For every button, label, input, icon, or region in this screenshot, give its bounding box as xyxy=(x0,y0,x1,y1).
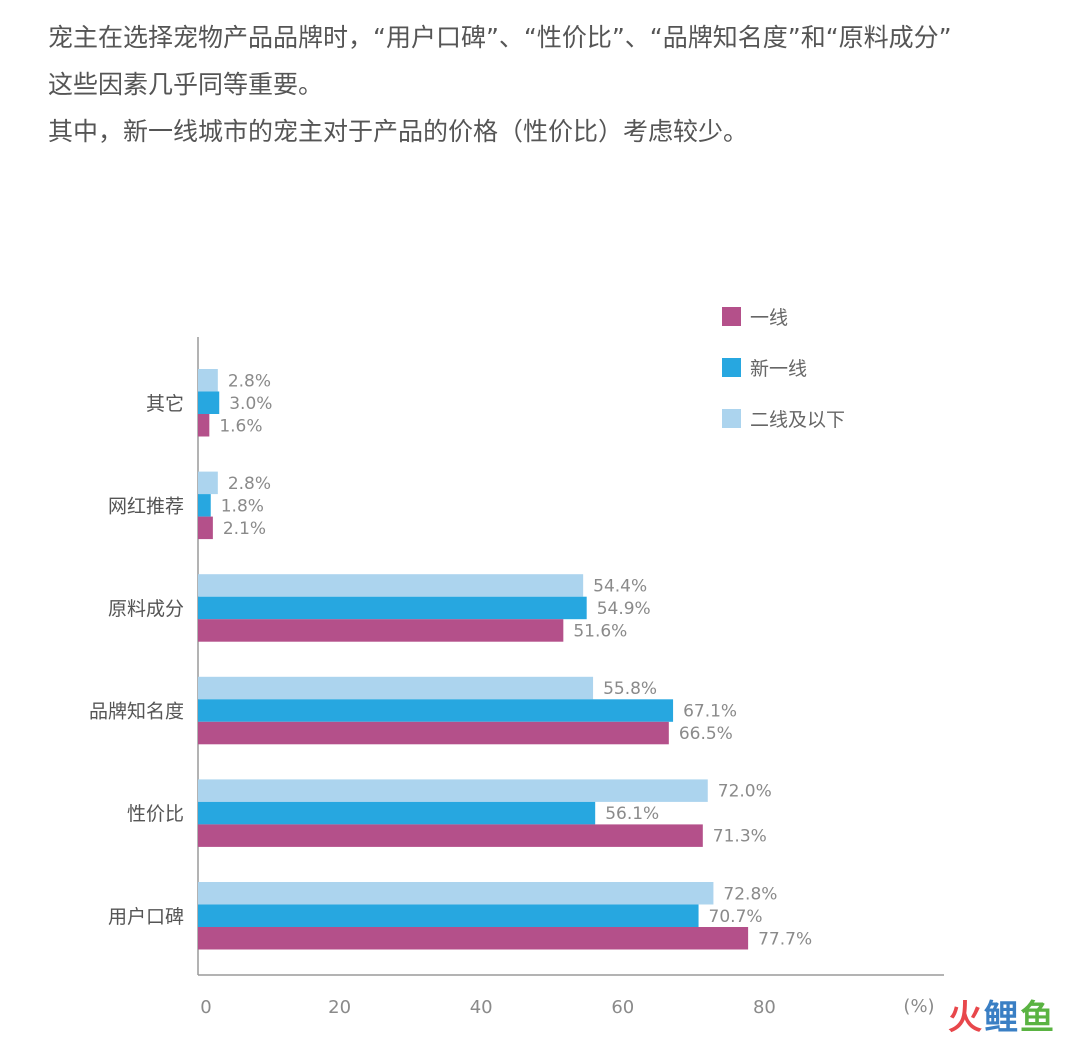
legend-swatch xyxy=(722,307,741,326)
bar xyxy=(198,574,584,597)
x-tick-label: 60 xyxy=(611,997,634,1018)
bar xyxy=(198,494,211,517)
category-label: 性价比 xyxy=(127,803,184,825)
data-label: 56.1% xyxy=(605,804,659,824)
bar xyxy=(198,596,587,620)
bar xyxy=(198,369,218,392)
data-label: 77.7% xyxy=(758,929,812,949)
intro-line-2: 这些因素几乎同等重要。 xyxy=(48,70,324,99)
legend-swatch xyxy=(722,358,741,377)
data-label: 70.7% xyxy=(709,907,763,927)
watermark-char-1: 火 xyxy=(948,998,984,1038)
bar xyxy=(198,779,708,802)
data-label: 71.3% xyxy=(713,827,767,847)
bar xyxy=(198,414,210,437)
data-label: 3.0% xyxy=(229,394,272,414)
data-label: 66.5% xyxy=(679,724,733,744)
intro-line-1: 宠主在选择宠物产品品牌时，“用户口碑”、“性价比”、“品牌知名度”和“原料成分” xyxy=(48,23,952,52)
data-label: 55.8% xyxy=(603,679,657,699)
x-tick-label: 40 xyxy=(470,997,493,1018)
bar xyxy=(198,699,674,722)
x-tick-label: 0 xyxy=(200,997,211,1018)
bar xyxy=(198,516,213,540)
bar xyxy=(198,927,749,950)
bar xyxy=(198,801,596,825)
data-label: 51.6% xyxy=(573,621,627,641)
data-label: 72.8% xyxy=(723,884,777,904)
data-label: 2.8% xyxy=(228,474,271,494)
bar xyxy=(198,619,564,642)
bar xyxy=(198,471,218,495)
x-tick-label: 80 xyxy=(753,997,776,1018)
data-label: 72.0% xyxy=(718,782,772,802)
category-label: 原料成分 xyxy=(108,598,184,620)
data-label: 2.8% xyxy=(228,371,271,391)
watermark-char-2: 鲤 xyxy=(984,998,1020,1038)
watermark-char-3: 鱼 xyxy=(1020,998,1056,1038)
data-label: 54.4% xyxy=(593,576,647,596)
intro-text: 宠主在选择宠物产品品牌时，“用户口碑”、“性价比”、“品牌知名度”和“原料成分”… xyxy=(48,14,1058,155)
category-label: 网红推荐 xyxy=(108,495,184,517)
data-label: 1.8% xyxy=(221,496,264,516)
intro-line-3: 其中，新一线城市的宠主对于产品的价格（性价比）考虑较少。 xyxy=(48,117,749,146)
bar xyxy=(198,676,594,700)
legend-swatch xyxy=(722,409,741,428)
bar xyxy=(198,721,669,745)
bar xyxy=(198,824,703,847)
watermark-logo: 火鲤鱼 xyxy=(948,990,1056,1039)
category-label: 品牌知名度 xyxy=(89,701,184,723)
bar xyxy=(198,904,699,927)
x-tick-label: 20 xyxy=(328,997,351,1018)
data-label: 54.9% xyxy=(597,599,651,619)
legend-label: 新一线 xyxy=(750,358,807,380)
legend-label: 一线 xyxy=(750,307,788,329)
data-label: 67.1% xyxy=(683,702,737,722)
x-axis-unit: (%) xyxy=(903,996,934,1017)
data-label: 2.1% xyxy=(223,519,266,539)
category-label: 用户口碑 xyxy=(108,906,184,928)
legend-label: 二线及以下 xyxy=(750,409,845,431)
bar xyxy=(198,391,220,414)
category-label: 其它 xyxy=(146,393,184,415)
bar xyxy=(198,882,714,905)
data-label: 1.6% xyxy=(219,416,262,436)
